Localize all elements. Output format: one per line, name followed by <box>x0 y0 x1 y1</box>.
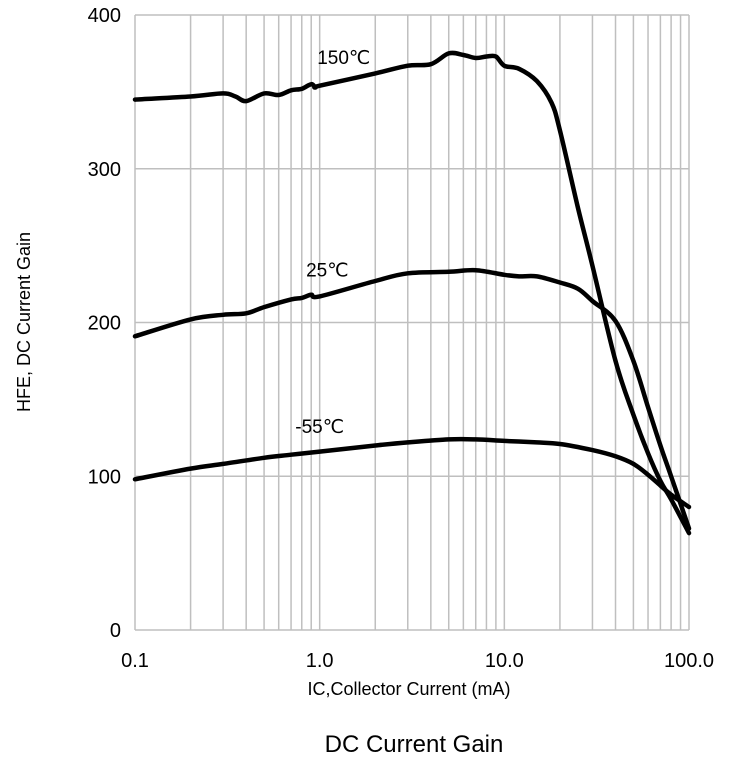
y-tick-label: 300 <box>88 159 121 181</box>
x-tick-label: 0.1 <box>121 650 149 672</box>
series-line-1 <box>132 267 692 531</box>
series-labels: 150℃ 25℃ -55℃ <box>295 48 370 438</box>
y-tick-label: 0 <box>110 620 121 642</box>
x-axis-label: IC,Collector Current (mA) <box>307 679 510 699</box>
y-tick-label: 200 <box>88 313 121 335</box>
tick-labels: 0 100 200 300 400 0.1 1.0 10.0 100.0 <box>88 5 714 672</box>
y-tick-label: 100 <box>88 466 121 488</box>
series-label-1: 25℃ <box>306 260 348 281</box>
y-axis-label: HFE, DC Current Gain <box>14 232 34 412</box>
series-label-2: -55℃ <box>295 417 344 438</box>
x-tick-label: 10.0 <box>485 650 524 672</box>
x-tick-label: 1.0 <box>306 650 334 672</box>
grid <box>134 14 690 631</box>
x-tick-label: 100.0 <box>664 650 714 672</box>
series-group <box>132 50 692 536</box>
y-tick-label: 400 <box>88 5 121 27</box>
series-label-0: 150℃ <box>317 48 370 69</box>
series-line-2 <box>132 436 692 510</box>
chart-title: DC Current Gain <box>325 731 504 758</box>
series-line-0 <box>132 50 692 536</box>
